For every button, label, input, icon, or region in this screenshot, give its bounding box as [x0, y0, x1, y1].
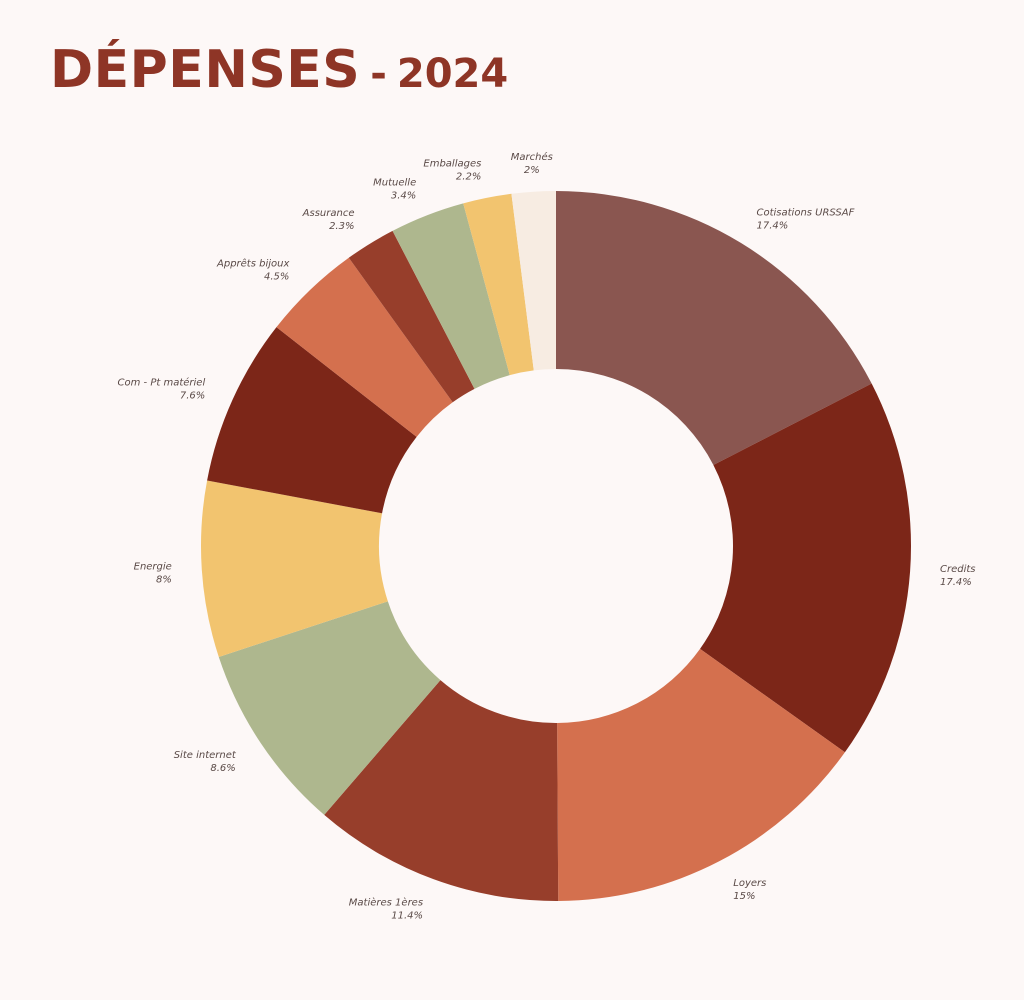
chart-title: DÉPENSES -2024: [50, 40, 508, 100]
slice-label-com-pt-materiel: Com - Pt matériel 7.6%: [118, 376, 206, 401]
slice-label-apprets-bijoux: Apprêts bijoux 4.5%: [216, 257, 289, 282]
slice-assurance: [348, 230, 475, 403]
slice-label-assurance: Assurance 2.3%: [302, 208, 355, 232]
donut-labels: Cotisations URSSAF 17.4% Credits 17.4% Loyer…: [118, 151, 976, 922]
slice-label-matieres-1eres: Matières 1ères 11.4%: [349, 896, 423, 921]
slice-credits: [700, 383, 911, 753]
slice-label-credits: Credits 17.4%: [940, 564, 976, 588]
slice-apprets-bijoux: [276, 257, 453, 437]
slice-label-marches: Marchés 2%: [511, 151, 553, 176]
slice-com-pt-materiel: [207, 327, 417, 514]
slice-label-emballages: Emballages 2.2%: [423, 158, 481, 182]
donut-slices: [200, 191, 911, 901]
chart-title-year: 2024: [396, 51, 509, 97]
slice-energie: [200, 480, 388, 657]
slice-label-site-internet: Site internet 8.6%: [174, 750, 237, 774]
slice-emballages: [463, 193, 534, 376]
slice-matieres-1eres: [324, 680, 559, 901]
chart-title-separator: -: [370, 51, 387, 97]
slice-loyers: [557, 648, 845, 901]
slice-label-cotisations-urssaf: Cotisations URSSAF 17.4%: [756, 207, 854, 231]
slice-mutuelle: [392, 203, 510, 389]
chart-title-main: DÉPENSES: [50, 40, 361, 100]
slice-label-energie: Energie 8%: [134, 561, 172, 585]
slice-site-internet: [218, 601, 441, 815]
slice-cotisations-urssaf: [556, 191, 872, 465]
slice-label-loyers: Loyers 15%: [733, 878, 766, 902]
slice-marches: [511, 191, 556, 371]
slice-label-mutuelle: Mutuelle 3.4%: [373, 177, 416, 201]
